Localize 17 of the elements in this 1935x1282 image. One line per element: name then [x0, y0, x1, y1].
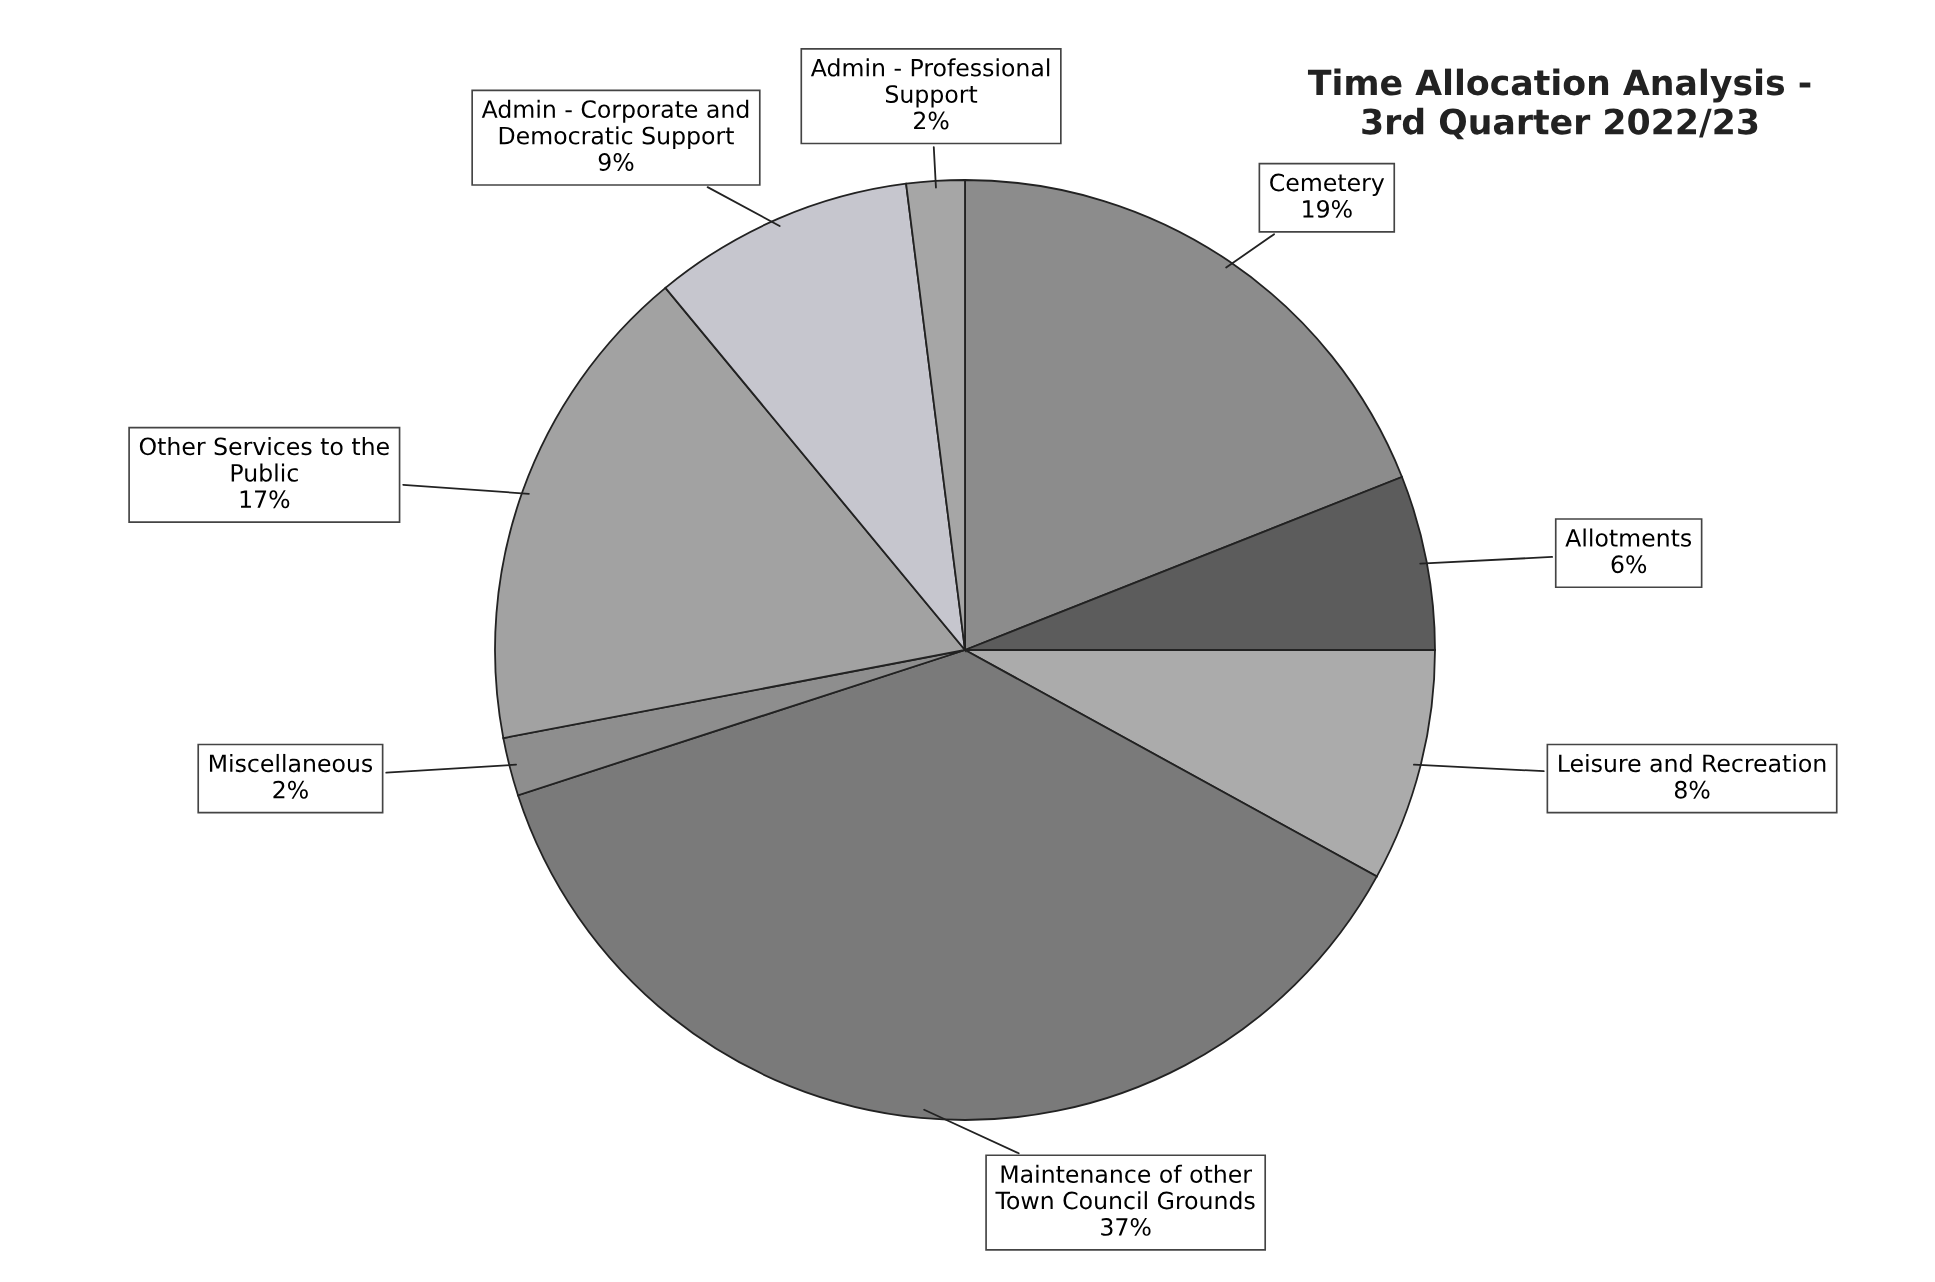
- slice-label: Allotments: [1565, 528, 1692, 547]
- data-label: 2%: [914, 111, 949, 130]
- data-label: 17%: [240, 490, 290, 509]
- slice-label: Admin - Professional Support: [810, 58, 1050, 108]
- text: Time Allocation Analysis - 3rd Quarter 2022/23: [1307, 68, 1811, 140]
- data-label: 19%: [1303, 199, 1352, 218]
- slice-label: Leisure and Recreation: [1559, 753, 1826, 773]
- data-label: 6%: [1611, 555, 1647, 574]
- slice-label: Cemetery: [1270, 173, 1385, 196]
- data-label: 8%: [1674, 780, 1710, 799]
- slice-label: Maintenance of other Town Council Grounds: [995, 1164, 1255, 1210]
- slice-label: Admin - Corporate and Democratic Support: [481, 99, 749, 150]
- data-label: 37%: [1101, 1218, 1151, 1236]
- slice-label: Other Services to the Public: [139, 437, 389, 482]
- data-label: 9%: [598, 153, 634, 171]
- slice-label: Miscellaneous: [209, 753, 373, 773]
- data-label: 2%: [273, 780, 308, 799]
